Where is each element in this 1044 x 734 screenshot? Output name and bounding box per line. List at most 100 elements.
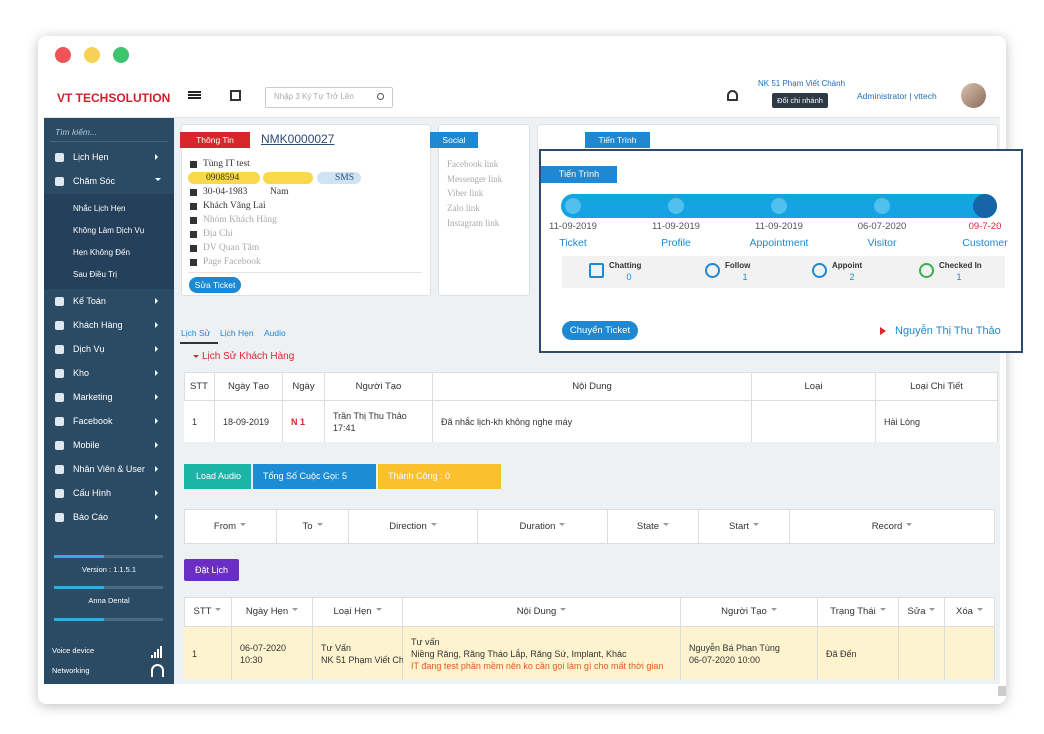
social-link[interactable]: Viber link xyxy=(447,188,484,199)
submenu-item[interactable]: Không Làm Dịch Vụ xyxy=(73,226,145,235)
social-link[interactable]: Facebook link xyxy=(447,159,499,169)
progress-fill xyxy=(54,618,104,621)
menu-item[interactable]: Chăm Sóc xyxy=(73,176,116,186)
sms[interactable]: SMS xyxy=(335,173,355,183)
min-dot[interactable] xyxy=(84,47,100,63)
header-cell: Người Tạo xyxy=(681,597,818,627)
hamburger[interactable] xyxy=(186,88,204,104)
menu-icon xyxy=(188,97,201,99)
menu-icon xyxy=(55,345,64,354)
cell-line: Niềng Răng, Răng Tháo Lắp, Răng Sứ, Impl… xyxy=(411,648,627,659)
submenu-item[interactable]: Sau Điều Trị xyxy=(73,270,118,279)
header-text: Nội Dung xyxy=(516,606,557,617)
cell-line: Tư Vấn xyxy=(321,642,352,653)
header-cell: Nội Dung xyxy=(433,372,752,401)
header-cell: State xyxy=(608,509,699,544)
stat-value: 1 xyxy=(956,272,962,282)
card xyxy=(181,124,431,296)
edit-button[interactable]: Sửa Ticket xyxy=(189,277,241,293)
menu-chevron xyxy=(155,346,161,352)
bell-icon[interactable] xyxy=(727,90,738,101)
table-cell: 18-09-2019 xyxy=(215,401,283,442)
menu-item[interactable]: Marketing xyxy=(73,392,113,402)
section-title: Lịch Sử Khách Hàng xyxy=(202,351,295,362)
close-dot[interactable] xyxy=(55,47,71,63)
header-cell: Loại Hẹn xyxy=(313,597,403,627)
schedule-button[interactable]: Đặt Lịch xyxy=(184,559,239,581)
header xyxy=(44,76,1000,118)
cell-line: Nguyễn Bá Phan Tùng xyxy=(689,642,780,653)
stat-label: Appoint xyxy=(832,261,863,270)
header-cell: Ngày xyxy=(283,372,325,401)
popup xyxy=(539,149,1023,353)
scrollbar xyxy=(998,686,1006,696)
person: Nguyễn Thị Thu Thảo xyxy=(895,325,1001,337)
company: Anna Dental xyxy=(88,596,130,605)
tab[interactable]: Social xyxy=(430,132,478,148)
audio-button[interactable]: Thành Công : 0 xyxy=(378,464,501,489)
tab[interactable]: Thông Tin xyxy=(180,132,250,148)
signal-bar xyxy=(160,646,162,658)
header-text: Direction xyxy=(389,521,427,532)
expand-icon[interactable] xyxy=(230,90,241,101)
social-link[interactable]: Instagram link xyxy=(447,217,500,228)
menu-item[interactable]: Mobile xyxy=(73,440,100,450)
content-tab[interactable]: Lịch Sử xyxy=(181,328,211,338)
menu-item[interactable]: Lịch Hẹn xyxy=(73,152,109,162)
submenu-bg xyxy=(44,194,174,289)
cell-line: Hài Lòng xyxy=(884,416,921,427)
menu-item[interactable]: Facebook xyxy=(73,416,113,426)
sort-icon xyxy=(906,523,913,529)
menu-item[interactable]: Dịch Vụ xyxy=(73,344,105,354)
menu-icon xyxy=(55,441,64,450)
cell-line: Tư vấn xyxy=(411,636,440,647)
stat-label: Checked In xyxy=(939,261,982,270)
audio-button[interactable]: Tổng Số Cuộc Gọi: 5 xyxy=(253,464,376,489)
header-text: From xyxy=(213,521,237,532)
sort-icon xyxy=(753,523,760,529)
group: Khách Vãng Lai xyxy=(203,201,266,211)
user-name[interactable]: Administrator | vttech xyxy=(857,91,937,101)
menu-item[interactable]: Khách Hàng xyxy=(73,320,123,330)
audio-button[interactable]: Load Audio xyxy=(184,464,251,489)
header-cell: Ngày Hẹn xyxy=(232,597,313,627)
menu-item[interactable]: Kho xyxy=(73,368,90,378)
avatar[interactable] xyxy=(961,83,986,108)
menu-icon xyxy=(55,489,64,498)
max-dot[interactable] xyxy=(113,47,129,63)
header-text: Loại Chi Tiết xyxy=(910,381,963,392)
section-caret xyxy=(193,355,199,361)
tab[interactable]: Tiến Trình xyxy=(585,132,650,148)
submenu-item[interactable]: Hẹn Không Đến xyxy=(73,248,130,257)
menu-chevron xyxy=(155,490,161,496)
field-icon xyxy=(190,231,197,238)
menu-item[interactable]: Cấu Hình xyxy=(73,488,112,498)
transfer-button[interactable]: Chuyển Ticket xyxy=(562,321,638,340)
signal-bar xyxy=(151,655,153,658)
cell-line: NK 51 Phạm Viết Chánh xyxy=(321,654,419,665)
header-cell: Ngày Tạo xyxy=(215,372,283,401)
signal-bar xyxy=(154,652,156,658)
social-link[interactable]: Zalo link xyxy=(447,203,480,214)
header-text: Nội Dung xyxy=(572,381,612,392)
table-cell: Tư vấn Niềng Răng, Răng Tháo Lắp, Răng Sứ… xyxy=(403,627,681,680)
menu-chevron xyxy=(155,322,161,328)
table xyxy=(184,509,995,544)
branch-button[interactable]: Đổi chi nhánh xyxy=(772,93,828,108)
content-tab[interactable]: Lịch Hẹn xyxy=(220,328,254,338)
content-tab[interactable]: Audio xyxy=(264,328,286,338)
menu-item[interactable]: Kế Toán xyxy=(73,296,106,306)
cell-line: N 1 xyxy=(291,416,306,427)
signal-bar xyxy=(157,649,159,658)
social-link[interactable]: Messenger link xyxy=(447,173,503,184)
menu-chevron xyxy=(155,442,161,448)
submenu-item[interactable]: Nhắc Lịch Hẹn xyxy=(73,204,126,213)
header-text: Loại xyxy=(804,381,823,392)
sort-icon xyxy=(316,523,323,529)
menu-item[interactable]: Nhân Viên & User xyxy=(73,464,145,474)
menu-item[interactable]: Báo Cáo xyxy=(73,512,109,522)
customer-code[interactable]: NMK0000027 xyxy=(261,132,335,146)
field-placeholder: Nhóm Khách Hàng xyxy=(203,215,277,225)
stat-icon xyxy=(589,263,604,278)
search-box[interactable] xyxy=(265,87,393,108)
